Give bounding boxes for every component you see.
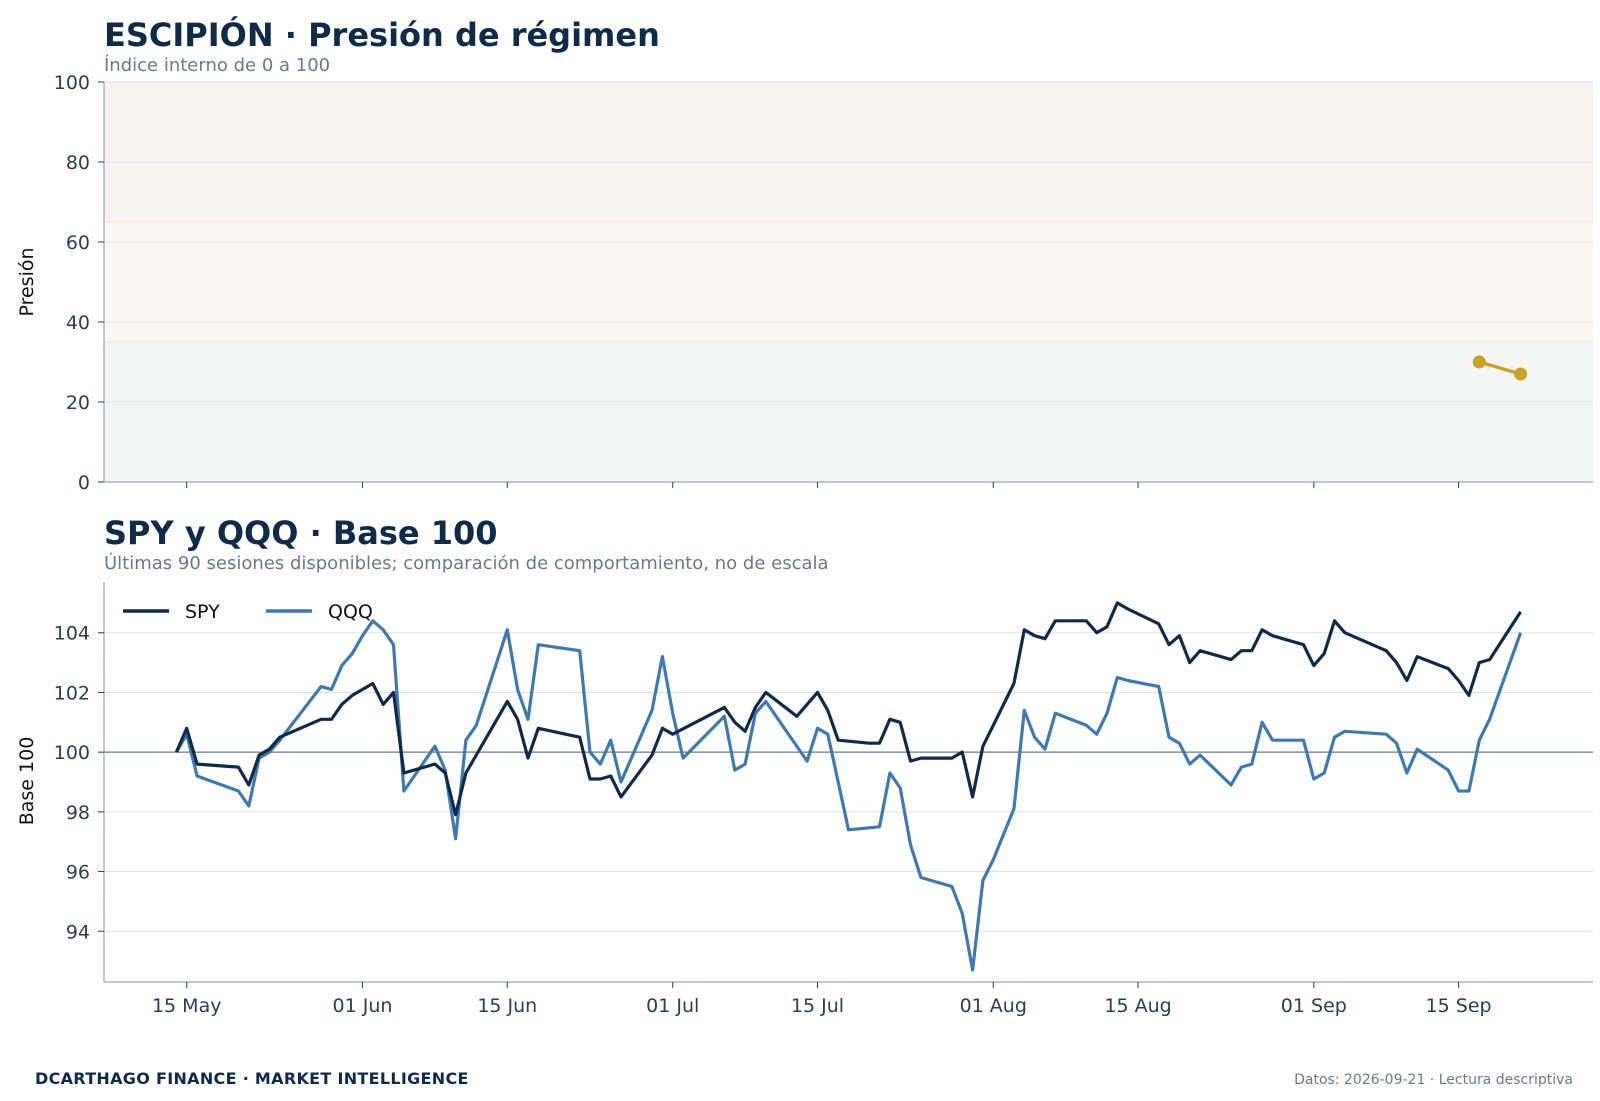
x-tick-label: 15 Jun [477,995,537,1017]
y-tick-label: 100 [54,72,90,94]
x-tick-label: 01 Jun [333,995,393,1017]
pressure-line [1477,360,1523,376]
base100-x-ticks: 15 May 01 Jun 15 Jun 01 Jul 15 Jul 01 Aug 15 A… [152,982,1492,1017]
y-tick-label: 80 [66,152,90,174]
x-tick-label: 15 Aug [1104,995,1171,1017]
pressure-series [1472,355,1528,381]
x-tick-label: 15 Sep [1426,995,1492,1017]
pressure-point [1514,367,1528,381]
regime-zone [104,342,1593,482]
y-tick-label: 96 [66,862,90,884]
y-tick-label: 94 [66,921,90,943]
legend-label-qqq: QQQ [328,601,373,623]
pressure-y-axis-label: Presión [16,247,38,316]
pressure-point [1472,355,1486,369]
pressure-panel: ESCIPIÓN · Presión de régimen Índice int… [16,15,1593,494]
pressure-axes [103,82,1593,483]
y-tick-label: 98 [66,802,90,824]
x-tick-label: 15 May [152,995,222,1017]
series-line-spy [174,601,1522,817]
series-line-qqq [175,619,1523,972]
x-tick-label: 15 Jul [791,995,844,1017]
base100-series [174,601,1523,972]
base100-y-ticks: 94 96 98 100 102 104 [54,623,104,943]
pressure-x-ticks [186,482,1460,488]
base100-title: SPY y QQQ · Base 100 [104,514,498,552]
footer-brand: DCARTHAGO FINANCE · MARKET INTELLIGENCE [35,1069,469,1088]
base100-panel: SPY y QQQ · Base 100 Últimas 90 sesiones… [16,514,1593,1017]
base100-y-axis-label: Base 100 [16,737,38,826]
x-tick-label: 01 Aug [960,995,1027,1017]
y-tick-label: 40 [66,312,90,334]
y-tick-label: 104 [54,623,90,645]
pressure-y-ticks: 0 20 40 60 80 100 [54,72,104,494]
footer-note: Datos: 2026-09-21 · Lectura descriptiva [1294,1072,1573,1088]
regime-zone [104,222,1593,342]
base100-subtitle: Últimas 90 sesiones disponibles; compara… [104,552,829,574]
pressure-title: ESCIPIÓN · Presión de régimen [104,15,660,54]
base100-gridlines [104,632,1593,932]
pressure-subtitle: Índice interno de 0 a 100 [104,54,330,76]
y-tick-label: 20 [66,392,90,414]
y-tick-label: 0 [78,472,90,494]
legend-label-spy: SPY [185,601,220,623]
y-tick-label: 100 [54,742,90,764]
regime-zone [104,82,1593,222]
base100-axes [103,582,1593,983]
y-tick-label: 102 [54,682,90,704]
x-tick-label: 01 Jul [646,995,699,1017]
legend: SPY QQQ [123,601,373,623]
y-tick-label: 60 [66,232,90,254]
pressure-zones [104,82,1593,482]
x-tick-label: 01 Sep [1281,995,1347,1017]
